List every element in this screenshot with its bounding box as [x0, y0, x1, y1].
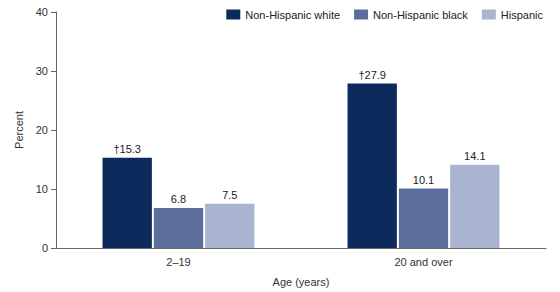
svg-text:6.8: 6.8 — [171, 193, 186, 205]
svg-text:10.1: 10.1 — [413, 174, 434, 186]
svg-text:†15.3: †15.3 — [113, 143, 141, 155]
svg-text:30: 30 — [36, 65, 48, 77]
svg-text:20: 20 — [36, 124, 48, 136]
svg-text:†27.9: †27.9 — [358, 69, 386, 81]
svg-text:Percent: Percent — [13, 111, 25, 149]
svg-text:0: 0 — [42, 242, 48, 254]
svg-text:Non-Hispanic white: Non-Hispanic white — [245, 9, 340, 21]
svg-text:7.5: 7.5 — [222, 189, 237, 201]
svg-text:40: 40 — [36, 6, 48, 18]
svg-text:Age (years): Age (years) — [273, 276, 330, 288]
svg-text:14.1: 14.1 — [464, 150, 485, 162]
svg-text:20 and over: 20 and over — [394, 256, 452, 268]
svg-text:Hispanic: Hispanic — [501, 9, 544, 21]
svg-text:2–19: 2–19 — [166, 256, 190, 268]
svg-text:Non-Hispanic black: Non-Hispanic black — [373, 9, 468, 21]
svg-text:10: 10 — [36, 183, 48, 195]
